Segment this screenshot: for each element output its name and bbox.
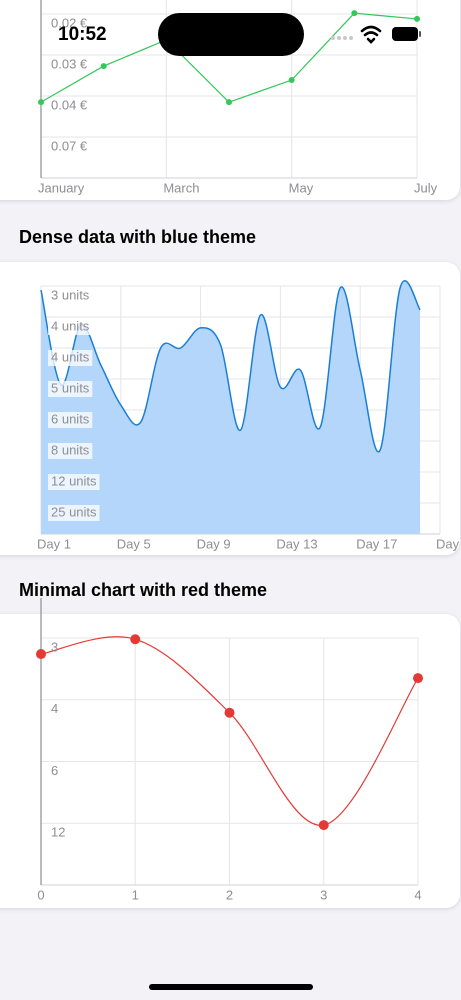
wifi-icon <box>360 25 382 44</box>
area <box>41 280 421 534</box>
label-background <box>48 412 93 428</box>
marker <box>288 77 295 84</box>
section-title: Minimal chart with red theme <box>19 580 267 600</box>
y-tick-label: 12 units <box>51 473 97 488</box>
marker <box>100 63 107 70</box>
line <box>40 280 421 453</box>
y-tick-label: 3 <box>51 639 58 654</box>
marker <box>414 15 420 22</box>
x-tick-label: January <box>38 180 85 195</box>
label-background <box>48 443 93 459</box>
x-tick-label: Day 21 <box>436 536 461 551</box>
y-tick-label: 0.04 € <box>51 97 88 112</box>
battery-icon <box>392 27 418 41</box>
x-tick-label: 1 <box>132 887 139 902</box>
marker <box>226 99 232 106</box>
time: 10:52 <box>58 24 107 45</box>
y-tick-label: 5 units <box>51 380 90 395</box>
y-tick-label: 12 <box>51 825 65 840</box>
chart: January March May July 0.02 € 0.03 € 0.04 € 0.0… <box>38 0 438 195</box>
y-tick-label: 0.07 € <box>51 138 88 153</box>
y-tick-label: 3 units <box>51 287 90 302</box>
marker <box>351 10 358 17</box>
x-tick-label: March <box>163 180 199 195</box>
y-tick-label: 6 <box>51 763 58 778</box>
label-background <box>48 350 93 366</box>
status-bar: 10:52 <box>58 13 421 56</box>
marker <box>36 649 46 660</box>
marker <box>318 820 329 831</box>
y-tick-label: 4 <box>51 701 58 716</box>
home-indicator <box>149 984 313 990</box>
signal <box>331 36 353 40</box>
marker <box>130 634 141 645</box>
y-tick-label: 0.03 € <box>51 56 88 71</box>
y-tick-label: 6 units <box>51 411 90 426</box>
line <box>40 636 419 826</box>
section-title: Dense data with blue theme <box>19 227 256 247</box>
label-background <box>48 505 100 521</box>
y-tick-label: 0.02 € <box>51 15 88 30</box>
x-tick-label: 2 <box>226 887 233 902</box>
battery-tip <box>419 31 421 37</box>
x-tick-label: 4 <box>414 887 421 902</box>
label-background <box>48 288 93 304</box>
y-tick-label: 4 units <box>51 318 90 333</box>
x-tick-label: 3 <box>320 887 327 902</box>
dynamic-island <box>158 13 304 56</box>
marker <box>38 99 44 106</box>
label-background <box>48 474 100 490</box>
x-tick-label: May <box>289 180 314 195</box>
marker <box>413 673 423 684</box>
x-tick-label: Day 1 <box>37 536 71 551</box>
y-tick-label: 8 units <box>51 442 90 457</box>
plots: January March May July 0.02 € 0.03 € 0.04 € 0.0… <box>36 0 461 902</box>
marker <box>224 707 235 718</box>
y-tick-label: 4 units <box>51 349 90 364</box>
label-background <box>48 319 93 335</box>
x-tick-label: July <box>414 180 438 195</box>
y-tick-label: 25 units <box>51 504 97 519</box>
x-tick-label: Day 13 <box>276 536 317 551</box>
x-tick-label: 0 <box>37 887 44 902</box>
label-background <box>48 381 93 397</box>
x-tick-label: Day 5 <box>117 536 151 551</box>
x-tick-label: Day 17 <box>356 536 397 551</box>
x-tick-label: Day 9 <box>197 536 231 551</box>
chart: Day 1 Day 5 Day 9 Day 13 Day 17 Day 21 3 units… <box>37 280 461 551</box>
